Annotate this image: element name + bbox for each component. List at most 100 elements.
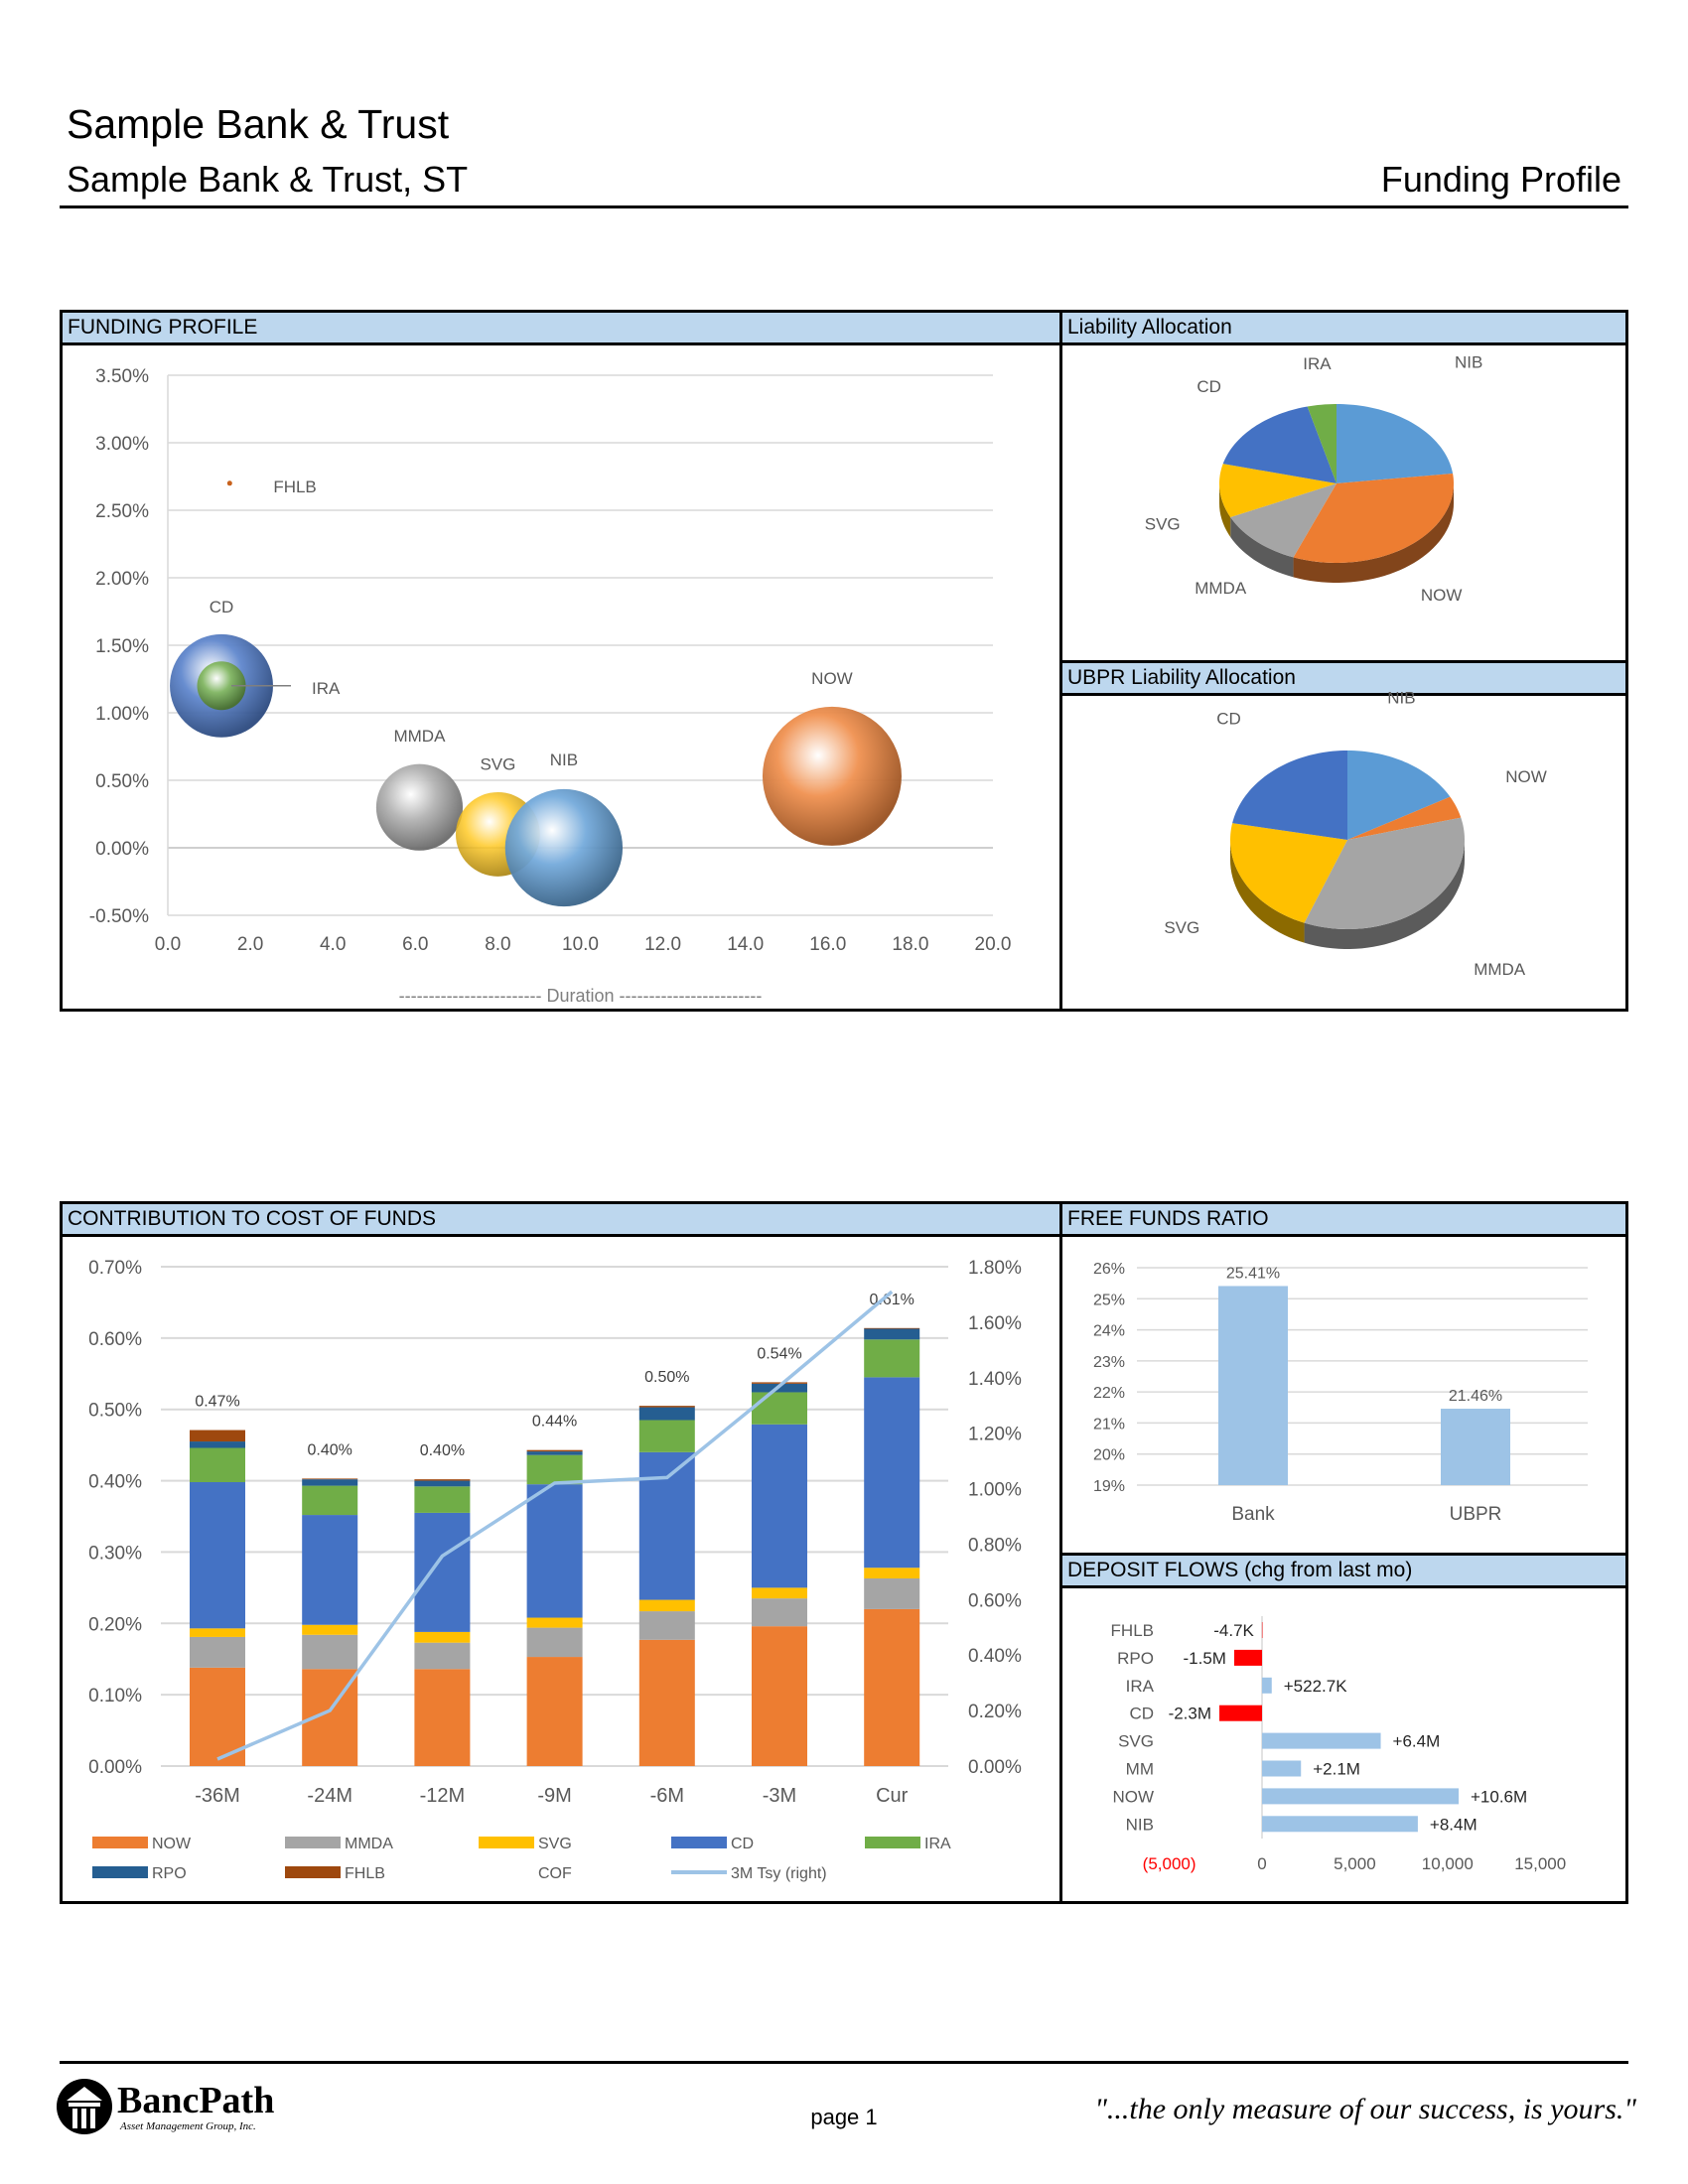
value-label: +522.7K <box>1284 1677 1347 1696</box>
pie-side-mmda <box>1230 517 1294 578</box>
bar-segment-ira <box>638 1420 695 1452</box>
bubble-label: NIB <box>550 751 578 769</box>
pie-side-svg <box>1230 840 1305 943</box>
panel-divider <box>1059 660 1625 663</box>
bar-segment-cd <box>526 1484 583 1618</box>
legend-swatch <box>285 1866 341 1878</box>
bar-segment-svg <box>638 1599 695 1612</box>
bar-segment-now <box>638 1639 695 1766</box>
bar-segment-now <box>414 1669 471 1766</box>
legend-label: MMDA <box>345 1836 393 1852</box>
free-funds-header: FREE FUNDS RATIO <box>1062 1204 1625 1237</box>
ubpr-allocation-header: UBPR Liability Allocation <box>1062 663 1625 696</box>
y-tick-label: 0.40% <box>88 1472 142 1493</box>
bar-segment-rpo <box>302 1479 358 1486</box>
pie-slice-cd <box>1232 751 1347 840</box>
x-tick-label: Cur <box>876 1785 909 1807</box>
bar-bank <box>1218 1286 1288 1485</box>
legend-label: NOW <box>152 1836 192 1852</box>
funding-profile-panel: FUNDING PROFILE Liability Allocation UBP… <box>60 310 1628 1012</box>
flow-bar-ira <box>1262 1677 1272 1694</box>
x-tick-label: -3M <box>763 1785 796 1807</box>
pie-slice-now <box>1347 796 1462 840</box>
bar-segment-svg <box>864 1568 920 1579</box>
x-tick-label: 6.0 <box>402 934 428 955</box>
cost-of-funds-chart: 0.00% 0.10% 0.20% 0.30% 0.40% 0.50% 0.60% 0.70%… <box>88 1258 1022 1882</box>
y-tick-label: 3.50% <box>95 366 149 387</box>
value-label: -2.3M <box>1169 1705 1211 1723</box>
x-tick-label: 18.0 <box>892 934 928 955</box>
free-funds-chart: 19% 20% 21% 22% 23% 24% 25% 26% 25.41% Bank 21.46%… <box>1093 1261 1588 1525</box>
flow-bar-nib <box>1262 1816 1418 1833</box>
x-tick-label: -12M <box>420 1785 466 1807</box>
bar-segment-cd <box>864 1377 920 1569</box>
legend-label: IRA <box>924 1836 951 1852</box>
category-label: FHLB <box>1111 1621 1154 1640</box>
bubble-label: SVG <box>480 754 515 773</box>
bubble-label: IRA <box>312 679 341 698</box>
x-tick-label: (5,000) <box>1143 1854 1196 1873</box>
x-tick-label: 0 <box>1257 1854 1266 1873</box>
legend-label: FHLB <box>345 1865 385 1882</box>
y-tick-label: 23% <box>1093 1354 1125 1371</box>
header-divider <box>60 205 1628 208</box>
y-tick-label: 21% <box>1093 1416 1125 1433</box>
x-axis-title: ------------------------ Duration ------… <box>399 986 763 1006</box>
pie-label: SVG <box>1164 918 1199 937</box>
legend-label: CD <box>731 1836 754 1852</box>
y-tick-label: 1.50% <box>95 636 149 657</box>
y-tick-label: 0.60% <box>88 1329 142 1350</box>
value-label: +2.1M <box>1313 1760 1360 1779</box>
x-tick-label: 5,000 <box>1334 1854 1376 1873</box>
legend-label: COF <box>538 1865 572 1882</box>
bar-segment-svg <box>302 1624 358 1635</box>
y2-tick-label: 1.40% <box>968 1369 1022 1390</box>
x-tick-label: 2.0 <box>237 934 263 955</box>
pie-slice-ira <box>1307 404 1336 483</box>
y2-tick-label: 0.60% <box>968 1590 1022 1611</box>
category-label: CD <box>1129 1705 1154 1723</box>
bar-segment-rpo <box>864 1328 920 1340</box>
y-tick-label: 2.50% <box>95 501 149 522</box>
pie-label: IRA <box>1303 354 1332 373</box>
legend-swatch <box>92 1837 148 1848</box>
bar-segment-fhlb <box>638 1406 695 1408</box>
bar-segment-mmda <box>190 1636 245 1668</box>
y2-tick-label: 0.00% <box>968 1757 1022 1778</box>
y-tick-label: 0.50% <box>88 1401 142 1422</box>
value-label: +8.4M <box>1430 1815 1477 1834</box>
funding-profile-chart: -0.50% 0.00% 0.50% 1.00% 1.50% 2.00% 2.50% 3.00… <box>89 366 1012 1006</box>
y-tick-label: 3.00% <box>95 434 149 455</box>
pie-slice-cd <box>1222 406 1336 483</box>
logo-text: BancPath <box>117 2080 275 2121</box>
pie-label: NIB <box>1455 352 1482 371</box>
bar-segment-svg <box>752 1587 807 1599</box>
bar-segment-cd <box>638 1451 695 1600</box>
category-label: MM <box>1126 1760 1154 1779</box>
report-title: Funding Profile <box>1380 159 1621 200</box>
bar-segment-fhlb <box>752 1382 807 1384</box>
liability-allocation-pie: NIB NOW MMDA SVG CD IRA <box>1145 352 1483 604</box>
flow-bar-mm <box>1262 1760 1302 1777</box>
total-label: 0.54% <box>757 1345 801 1362</box>
y2-tick-label: 1.20% <box>968 1425 1022 1445</box>
flow-bar-now <box>1262 1788 1460 1805</box>
pie-label: SVG <box>1145 514 1181 533</box>
category-label: NOW <box>1112 1787 1154 1806</box>
pie-slice-svg <box>1219 464 1336 518</box>
bar-segment-mmda <box>638 1611 695 1640</box>
bar-segment-mmda <box>414 1642 471 1670</box>
logo-subtext: Asset Management Group, Inc. <box>120 2120 256 2132</box>
pie-label: MMDA <box>1195 579 1247 598</box>
x-tick-label: 0.0 <box>155 934 181 955</box>
pie-side-mmda <box>1304 840 1465 949</box>
bubble-now <box>762 706 902 846</box>
y-tick-label: 24% <box>1093 1323 1125 1340</box>
y2-tick-label: 1.60% <box>968 1313 1022 1334</box>
x-tick-label: -36M <box>195 1785 240 1807</box>
bar-segment-rpo <box>638 1407 695 1421</box>
category-label: NIB <box>1126 1815 1154 1834</box>
deposit-flows-chart: FHLB -4.7K RPO -1.5M IRA +522.7K CD -2.3M SVG +6.… <box>1111 1616 1566 1873</box>
bubble-label: MMDA <box>393 727 446 746</box>
